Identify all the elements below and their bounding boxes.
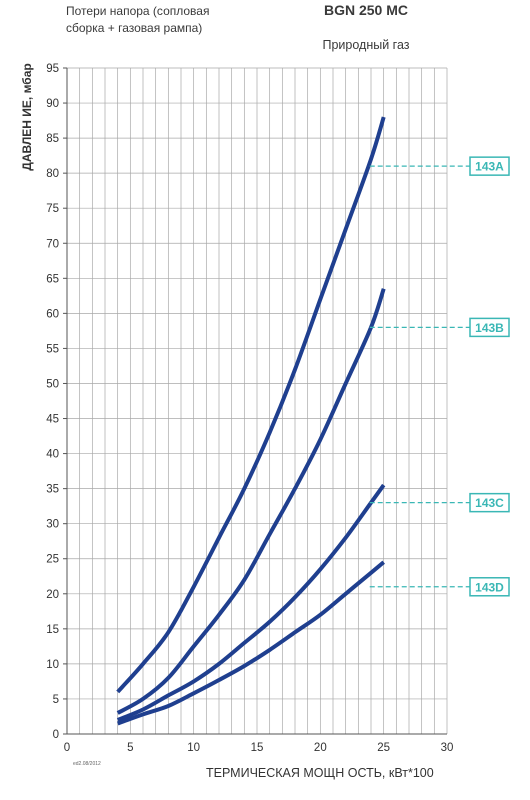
y-tick-label: 15 — [46, 624, 59, 636]
series-label-box-143b — [469, 317, 510, 338]
series-label-box-143d — [469, 577, 510, 597]
series-lines — [116, 116, 386, 726]
x-tick-label: 20 — [314, 742, 327, 754]
x-axis-label: ТЕРМИЧЕСКАЯ МОЩН ОСТЬ, кВт*100 — [206, 766, 434, 780]
y-tick-label: 80 — [46, 168, 59, 180]
gas-type-label: Природный газ — [322, 38, 410, 52]
series-labels: 143A 143B 143C 143D — [369, 156, 510, 597]
y-tick-label: 75 — [46, 203, 59, 215]
y-tick-label: 95 — [46, 63, 59, 75]
y-tick-label: 85 — [46, 133, 59, 145]
series-label-143b: 143B — [475, 321, 504, 335]
x-tick-label: 15 — [251, 742, 264, 754]
chart-title: BGN 250 MC — [323, 2, 409, 18]
series-label-143a: 143A — [475, 160, 504, 174]
series-line-143a — [116, 116, 386, 694]
series-line-143c — [116, 483, 386, 722]
x-tick-label: 30 — [441, 742, 454, 754]
x-tick-label: 25 — [377, 742, 390, 754]
x-tick-label: 0 — [64, 742, 70, 754]
y-tick-label: 65 — [46, 273, 59, 285]
y-tick-label: 0 — [53, 729, 59, 741]
grid — [66, 67, 448, 735]
series-label-box-143a — [469, 156, 510, 176]
series-line-143d — [117, 560, 386, 726]
y-tick-label: 60 — [46, 308, 59, 320]
axes: 0 5 10 15 20 25 30 35 40 45 50 55 60 65 70 75 80 85 90 95 0 5… — [46, 63, 453, 754]
chart-subtitle-line-2: сборка + газовая рампа) — [66, 21, 203, 35]
y-tick-label: 35 — [46, 484, 59, 496]
chart-subtitle-line-1: Потери напора (сопловая — [66, 4, 210, 18]
y-tick-label: 55 — [46, 343, 59, 355]
series-label-143c: 143C — [475, 496, 504, 510]
series-label-143d: 143D — [475, 580, 504, 594]
y-tick-label: 50 — [46, 378, 59, 390]
y-tick-label: 5 — [53, 694, 59, 706]
series-label-box-143c — [469, 492, 510, 513]
edition-note: ed2.08/2012 — [73, 761, 101, 767]
y-tick-label: 40 — [46, 449, 59, 461]
y-tick-label: 70 — [46, 238, 59, 250]
y-tick-label: 20 — [46, 589, 59, 601]
y-tick-label: 30 — [46, 519, 59, 531]
y-tick-label: 90 — [46, 98, 59, 110]
x-tick-label: 10 — [187, 742, 200, 754]
y-tick-label: 25 — [46, 554, 59, 566]
y-tick-label: 10 — [46, 659, 59, 671]
series-line-143b — [116, 288, 386, 715]
x-tick-label: 5 — [127, 742, 133, 754]
y-tick-label: 45 — [46, 414, 59, 426]
